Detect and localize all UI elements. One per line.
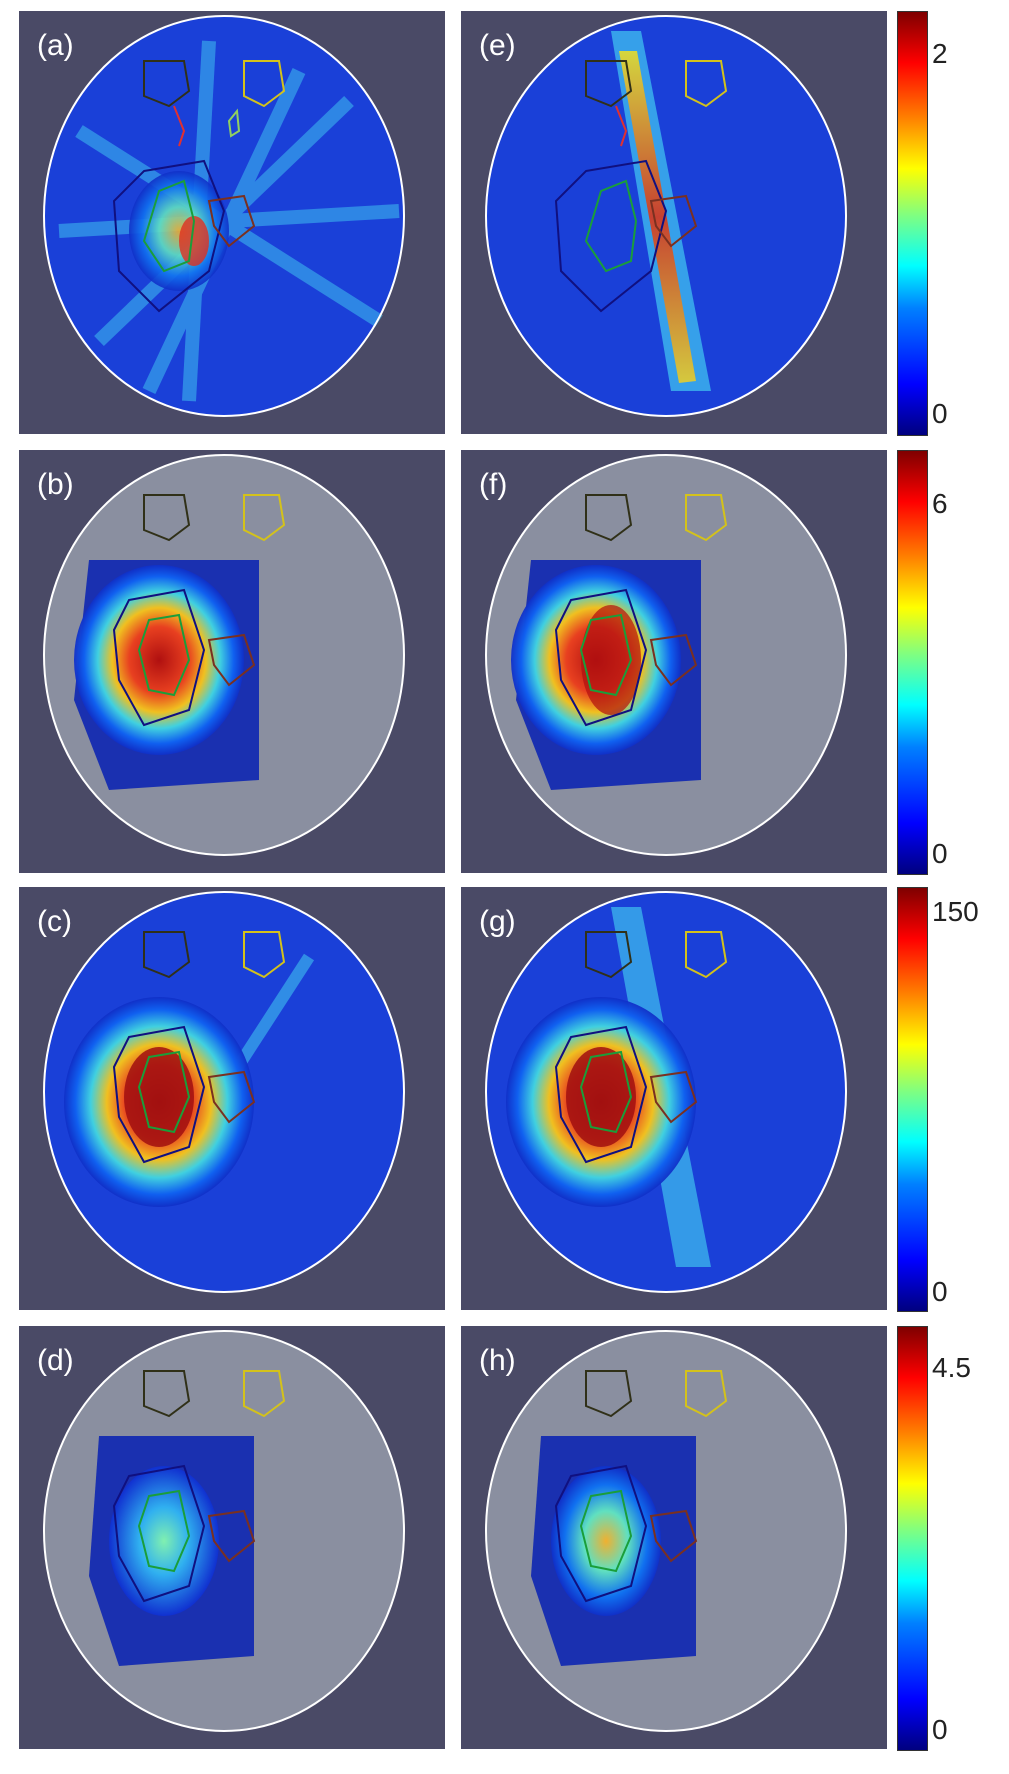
dose-map-g xyxy=(485,891,847,1293)
panel-label-d: (d) xyxy=(37,1344,74,1377)
dose-map-h xyxy=(485,1330,847,1732)
dose-map-c xyxy=(43,891,405,1293)
colorbar-3 xyxy=(897,887,928,1312)
panel-label-e: (e) xyxy=(479,29,516,62)
panel-h: (h) xyxy=(461,1326,887,1749)
colorbar-4-min: 0 xyxy=(932,1714,948,1745)
panel-g: (g) xyxy=(461,887,887,1310)
dose-map-d xyxy=(43,1330,405,1732)
dose-map-e xyxy=(485,15,847,417)
dose-map-f xyxy=(485,454,847,856)
panel-a: (a) xyxy=(19,11,445,434)
colorbar-4 xyxy=(897,1326,928,1751)
panel-label-f: (f) xyxy=(479,468,508,501)
panel-c: (c) xyxy=(19,887,445,1310)
dose-map-b xyxy=(43,454,405,856)
colorbar-2-min: 0 xyxy=(932,838,948,869)
panel-b: (b) xyxy=(19,450,445,873)
colorbar-4-max: 4.5 xyxy=(932,1352,971,1383)
panel-e: (e) xyxy=(461,11,887,434)
colorbar-1-min: 0 xyxy=(932,398,948,429)
panel-label-a: (a) xyxy=(37,29,74,62)
colorbar-2-max: 6 xyxy=(932,488,948,519)
colorbar-3-max: 150 xyxy=(932,896,979,927)
panel-label-h: (h) xyxy=(479,1344,516,1377)
panel-label-g: (g) xyxy=(479,905,516,938)
colorbar-2 xyxy=(897,450,928,875)
colorbar-1-max: 2 xyxy=(932,38,948,69)
panel-f: (f) xyxy=(461,450,887,873)
panel-label-c: (c) xyxy=(37,905,72,938)
panel-label-b: (b) xyxy=(37,468,74,501)
dose-map-a xyxy=(43,15,405,417)
colorbar-1 xyxy=(897,11,928,436)
panel-d: (d) xyxy=(19,1326,445,1749)
colorbar-3-min: 0 xyxy=(932,1276,948,1307)
